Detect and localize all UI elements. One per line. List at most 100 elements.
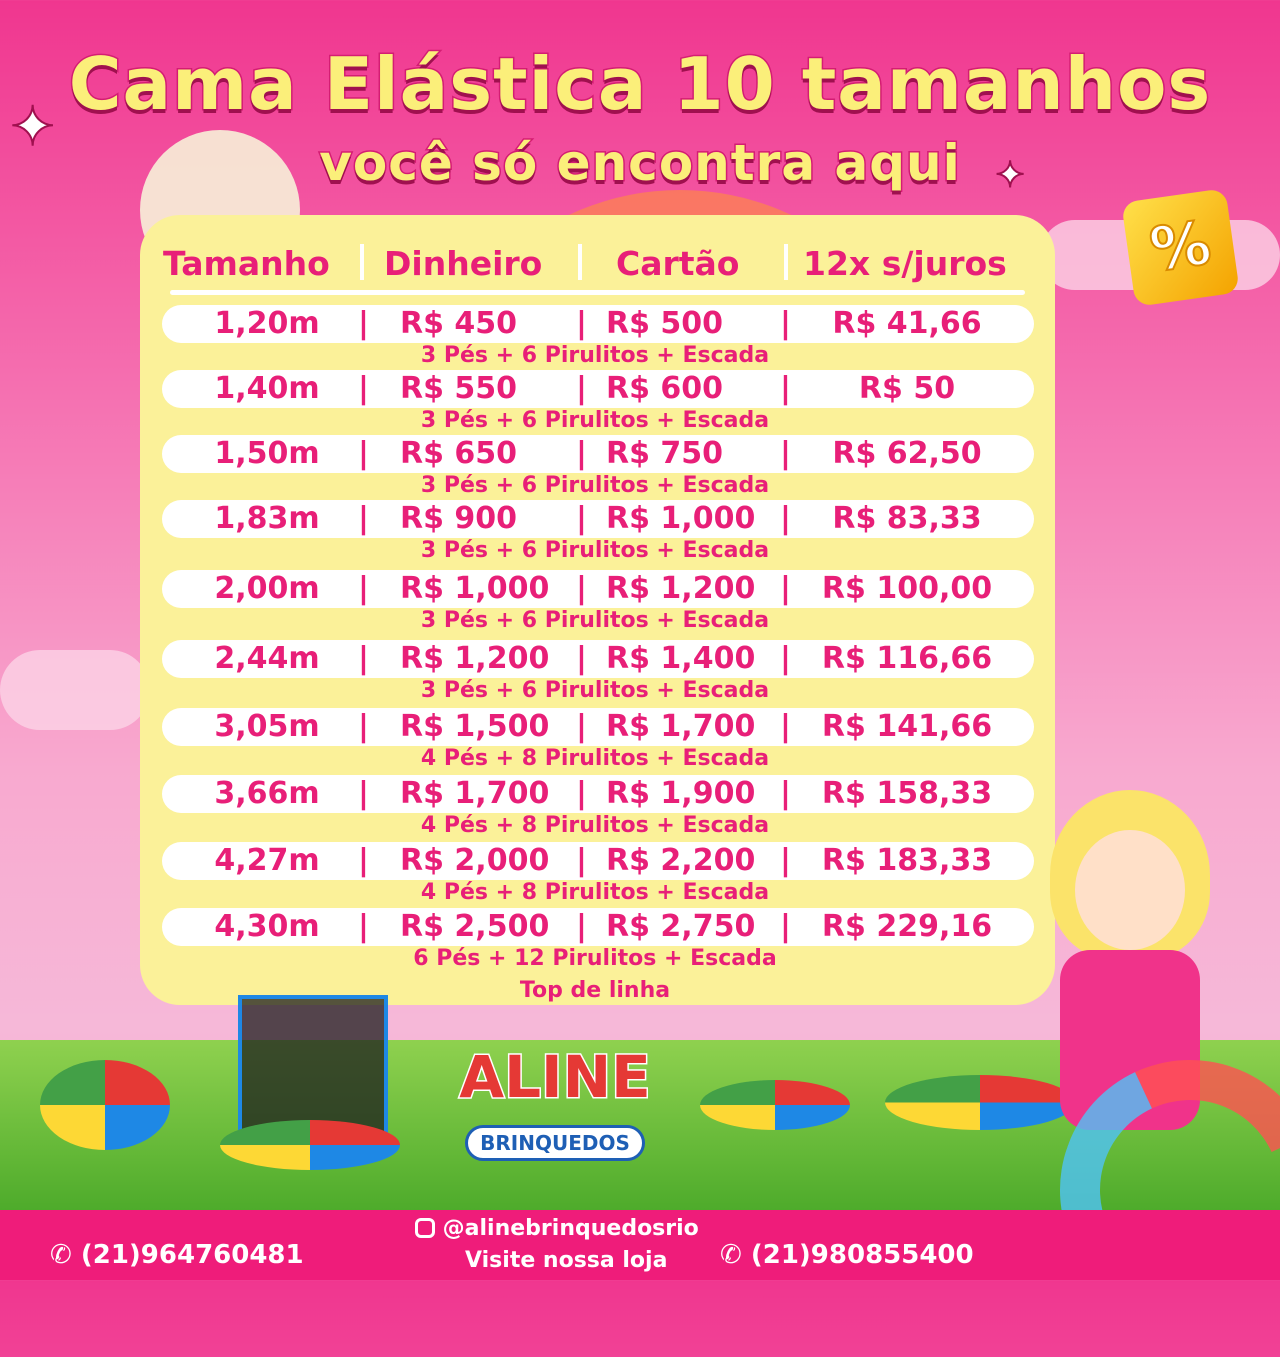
table-row-pill	[162, 908, 1034, 946]
row-includes-note: 4 Pés + 8 Pirulitos + Escada	[420, 746, 770, 771]
cell-card: R$ 1,000	[606, 501, 756, 536]
cell-size: 4,27m	[214, 843, 320, 878]
table-row-pill	[162, 708, 1034, 746]
cell-size: 2,00m	[214, 571, 320, 606]
mascot-illustration	[1030, 790, 1220, 1190]
column-separator: |	[576, 843, 587, 878]
row-includes-note: 3 Pés + 6 Pirulitos + Escada	[420, 678, 770, 703]
table-row-pill	[162, 640, 1034, 678]
cell-cash: R$ 1,700	[400, 776, 550, 811]
instagram-icon	[415, 1218, 435, 1238]
column-separator: |	[358, 571, 369, 606]
column-separator: |	[780, 371, 791, 406]
cell-size: 3,05m	[214, 709, 320, 744]
cell-installment: R$ 116,66	[821, 641, 993, 676]
cell-installment: R$ 229,16	[821, 909, 993, 944]
percent-badge-icon: %	[1121, 188, 1240, 307]
column-separator: |	[358, 641, 369, 676]
column-separator: |	[780, 501, 791, 536]
cell-installment: R$ 141,66	[821, 709, 993, 744]
cell-size: 1,83m	[214, 501, 320, 536]
cell-cash: R$ 550	[400, 371, 518, 406]
column-separator: |	[780, 776, 791, 811]
column-separator: |	[780, 306, 791, 341]
column-header-card: Cartão	[616, 244, 740, 283]
column-separator: |	[780, 641, 791, 676]
trampoline-image	[220, 1120, 400, 1170]
column-separator: |	[358, 371, 369, 406]
column-header-installment: 12x s/juros	[803, 244, 1007, 283]
cell-installment: R$ 183,33	[821, 843, 993, 878]
row-includes-note: 3 Pés + 6 Pirulitos + Escada	[420, 608, 770, 633]
row-includes-note: 3 Pés + 6 Pirulitos + Escada	[420, 473, 770, 498]
header-underline	[170, 290, 1025, 295]
cell-card: R$ 750	[606, 436, 724, 471]
footer-bar	[0, 1210, 1280, 1280]
column-separator: |	[576, 436, 587, 471]
table-row-pill	[162, 435, 1034, 473]
column-separator: |	[358, 843, 369, 878]
instagram-link[interactable]: @alinebrinquedosrio	[415, 1216, 699, 1241]
row-includes-note: 6 Pés + 12 Pirulitos + Escada	[413, 946, 777, 971]
cell-card: R$ 2,200	[606, 843, 756, 878]
header-divider	[578, 244, 582, 280]
visit-store-text: Visite nossa loja	[465, 1248, 668, 1273]
cell-installment: R$ 41,66	[832, 306, 982, 341]
column-separator: |	[358, 436, 369, 471]
column-separator: |	[358, 709, 369, 744]
row-includes-note: 3 Pés + 6 Pirulitos + Escada	[420, 408, 770, 433]
trampoline-image	[885, 1075, 1075, 1130]
cell-size: 1,40m	[214, 371, 320, 406]
column-separator: |	[576, 641, 587, 676]
cloud-decoration	[0, 650, 150, 730]
column-separator: |	[576, 371, 587, 406]
cell-cash: R$ 900	[400, 501, 518, 536]
column-separator: |	[576, 501, 587, 536]
cell-size: 4,30m	[214, 909, 320, 944]
cell-card: R$ 600	[606, 371, 724, 406]
column-header-cash: Dinheiro	[384, 244, 543, 283]
cell-installment: R$ 100,00	[821, 571, 993, 606]
column-separator: |	[576, 776, 587, 811]
column-separator: |	[780, 436, 791, 471]
cell-card: R$ 2,750	[606, 909, 756, 944]
column-separator: |	[576, 709, 587, 744]
row-includes-note: 3 Pés + 6 Pirulitos + Escada	[420, 343, 770, 368]
cell-cash: R$ 650	[400, 436, 518, 471]
logo-name: ALINE	[458, 1042, 653, 1113]
cell-installment: R$ 158,33	[821, 776, 993, 811]
trampoline-image	[700, 1080, 850, 1130]
cell-cash: R$ 1,200	[400, 641, 550, 676]
cell-cash: R$ 2,000	[400, 843, 550, 878]
whatsapp-contact-right[interactable]: ✆ (21)980855400	[720, 1240, 974, 1270]
cell-cash: R$ 450	[400, 306, 518, 341]
cell-installment: R$ 62,50	[832, 436, 982, 471]
cell-card: R$ 1,400	[606, 641, 756, 676]
cell-card: R$ 1,900	[606, 776, 756, 811]
whatsapp-icon: ✆	[50, 1240, 81, 1270]
whatsapp-contact-left[interactable]: ✆ (21)964760481	[50, 1240, 304, 1270]
table-row-pill	[162, 570, 1034, 608]
column-header-size: Tamanho	[163, 244, 330, 283]
table-row-pill	[162, 500, 1034, 538]
trampoline-image	[40, 1060, 170, 1150]
table-row-pill	[162, 775, 1034, 813]
column-separator: |	[358, 776, 369, 811]
column-separator: |	[358, 909, 369, 944]
column-separator: |	[576, 306, 587, 341]
column-separator: |	[780, 571, 791, 606]
brand-logo: ALINE BRINQUEDOS	[440, 1035, 670, 1165]
column-separator: |	[780, 709, 791, 744]
cell-size: 2,44m	[214, 641, 320, 676]
sparkle-icon: ✦	[9, 94, 56, 159]
cell-size: 3,66m	[214, 776, 320, 811]
column-separator: |	[780, 843, 791, 878]
row-includes-note: 3 Pés + 6 Pirulitos + Escada	[420, 538, 770, 563]
cell-cash: R$ 1,500	[400, 709, 550, 744]
table-row-pill	[162, 305, 1034, 343]
header-divider	[784, 244, 788, 280]
cell-installment: R$ 83,33	[832, 501, 982, 536]
cell-card: R$ 1,700	[606, 709, 756, 744]
cell-card: R$ 1,200	[606, 571, 756, 606]
column-separator: |	[576, 571, 587, 606]
